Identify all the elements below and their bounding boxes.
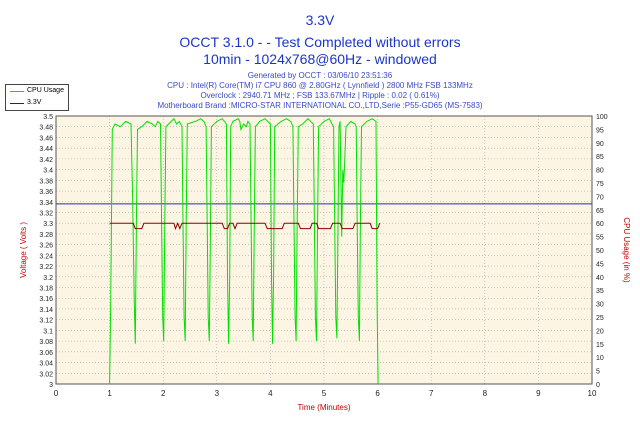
y-tick-label: 3.36 (39, 189, 53, 196)
y-tick-label: 3.22 (39, 264, 53, 271)
y2-tick-label: 20 (596, 328, 604, 335)
voltage-series (109, 221, 381, 231)
y2-tick-label: 65 (596, 208, 604, 215)
y-tick-label: 3.12 (39, 318, 53, 325)
chart-title: 3.3V (305, 12, 335, 28)
y2-tick-label: 75 (596, 181, 604, 188)
y-tick-label: 3.46 (39, 135, 53, 142)
x-tick-label: 5 (322, 389, 327, 398)
y2-tick-label: 25 (596, 315, 604, 322)
legend: CPU Usage 3.3V (5, 84, 69, 111)
y2-tick-label: 45 (596, 261, 604, 268)
y2-tick-label: 15 (596, 342, 604, 349)
y-tick-label: 3.34 (39, 200, 53, 207)
legend-label-voltage: 3.3V (27, 99, 42, 106)
y-tick-label: 3.16 (39, 296, 53, 303)
y-tick-label: 3.44 (39, 146, 53, 153)
cpu-usage-series (109, 117, 379, 385)
y2-tick-label: 80 (596, 168, 604, 175)
y2-tick-label: 90 (596, 141, 604, 148)
legend-swatch-cpu (10, 91, 24, 92)
y2-tick-label: 60 (596, 221, 604, 228)
y-tick-label: 3.14 (39, 307, 53, 314)
legend-item-voltage: 3.3V (6, 98, 68, 109)
legend-swatch-voltage (10, 103, 24, 104)
y-tick-label: 3.32 (39, 210, 53, 217)
cpu-info: CPU : Intel(R) Core(TM) i7 CPU 860 @ 2.8… (167, 81, 473, 90)
y-tick-label: 3.18 (39, 286, 53, 293)
x-tick-label: 6 (375, 389, 380, 398)
y2-tick-label: 10 (596, 355, 604, 362)
y-tick-label: 3.3 (43, 221, 53, 228)
chart-subtitle-resolution: 10min - 1024x768@60Hz - windowed (203, 51, 437, 67)
x-tick-label: 3 (215, 389, 220, 398)
y2-tick-label: 95 (596, 127, 604, 134)
y2-tick-label: 5 (596, 369, 600, 376)
y2-tick-label: 85 (596, 154, 604, 161)
x-tick-label: 10 (588, 389, 597, 398)
y2-tick-label: 40 (596, 275, 604, 282)
y2-tick-label: 35 (596, 288, 604, 295)
y-tick-label: 3.24 (39, 253, 53, 260)
y-tick-label: 3.38 (39, 178, 53, 185)
y-tick-label: 3.06 (39, 350, 53, 357)
y-tick-label: 3.2 (43, 275, 53, 282)
motherboard-info: Motherboard Brand :MICRO-STAR INTERNATIO… (157, 101, 483, 110)
y2-tick-label: 70 (596, 194, 604, 201)
plot-background (56, 116, 592, 384)
x-tick-label: 8 (483, 389, 488, 398)
y-tick-label: 3 (49, 382, 53, 389)
legend-item-cpu-usage: CPU Usage (6, 86, 68, 97)
plot-frame (55, 115, 593, 385)
generated-info: Generated by OCCT : 03/06/10 23:51:36 (247, 71, 393, 80)
y-axis-label: Voltage ( Volts ) (19, 222, 28, 278)
y-tick-label: 3.5 (43, 114, 53, 121)
y-tick-label: 3.28 (39, 232, 53, 239)
x-tick-label: 9 (536, 389, 541, 398)
y-tick-label: 3.08 (39, 339, 53, 346)
y-tick-label: 3.26 (39, 243, 53, 250)
y2-tick-label: 55 (596, 235, 604, 242)
y-tick-label: 3.02 (39, 371, 53, 378)
x-tick-label: 7 (429, 389, 434, 398)
y2-tick-label: 100 (596, 114, 608, 121)
y-tick-label: 3.1 (43, 328, 53, 335)
x-tick-label: 1 (107, 389, 112, 398)
y-tick-label: 3.4 (43, 168, 53, 175)
y-tick-label: 3.42 (39, 157, 53, 164)
x-tick-label: 4 (268, 389, 273, 398)
y2-axis-label: CPU Usage (in %) (622, 217, 631, 283)
y-tick-label: 3.48 (39, 125, 53, 132)
overclock-info: Overclock : 2940.71 MHz ; FSB 133.67MHz … (200, 91, 440, 100)
x-axis-label: Time (Minutes) (297, 403, 350, 412)
y2-tick-label: 30 (596, 302, 604, 309)
chart-subtitle-test-status: OCCT 3.1.0 - - Test Completed without er… (179, 34, 461, 50)
x-tick-label: 0 (54, 389, 59, 398)
y2-tick-label: 50 (596, 248, 604, 255)
y2-tick-label: 0 (596, 382, 600, 389)
y-tick-label: 3.04 (39, 361, 53, 368)
legend-label-cpu: CPU Usage (27, 87, 64, 94)
x-tick-label: 2 (161, 389, 166, 398)
